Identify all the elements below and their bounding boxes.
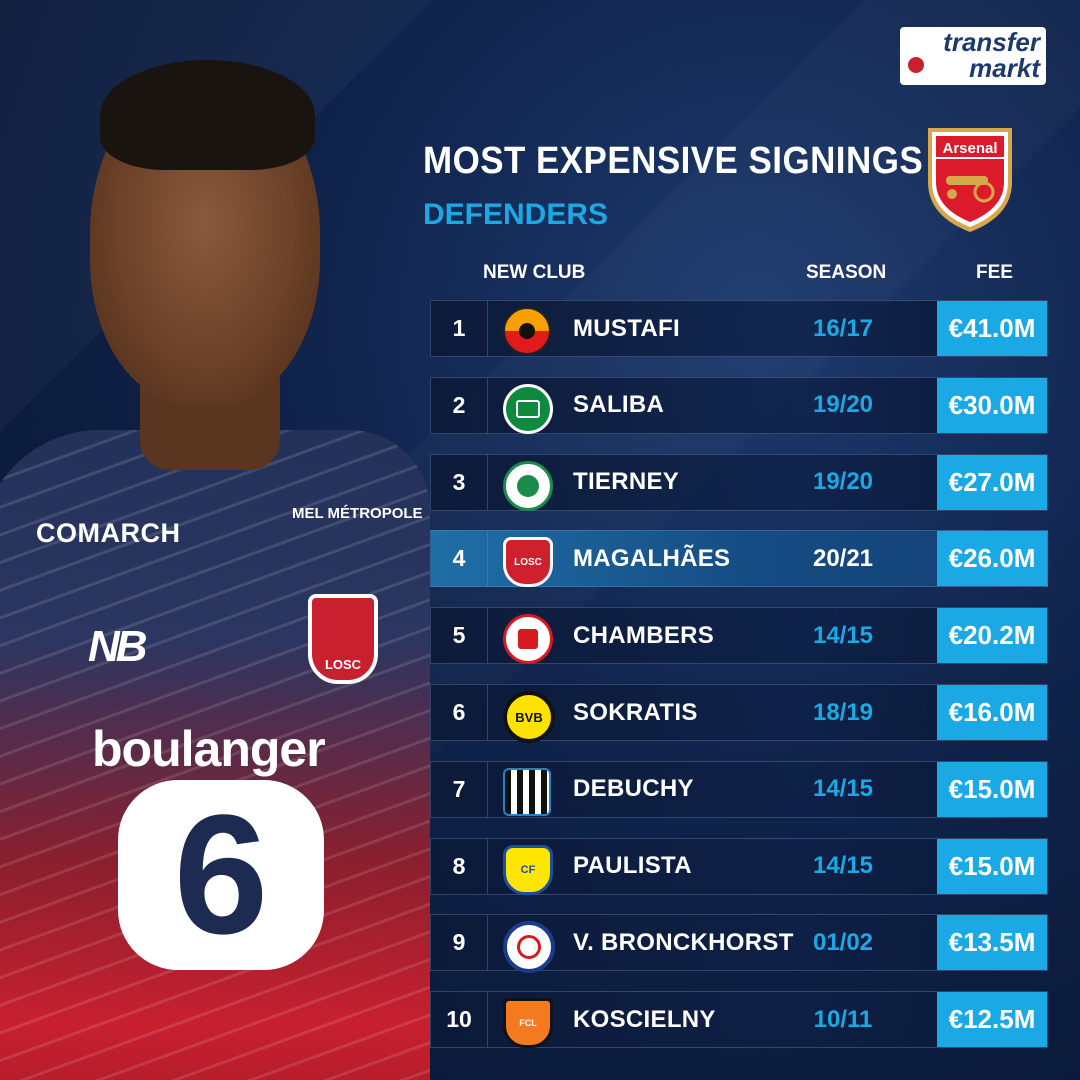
- season-value: 19/20: [812, 391, 874, 419]
- season-value: 19/20: [812, 468, 874, 496]
- fee-value: €15.0M: [937, 838, 1047, 894]
- logo-line2: markt: [969, 53, 1040, 83]
- player-name: TIERNEY: [573, 468, 680, 496]
- southampton-crest-icon: [503, 614, 553, 665]
- lille-crest-icon: LOSC: [503, 537, 553, 588]
- column-header-season: SEASON: [806, 262, 887, 283]
- dortmund-crest-icon: BVB: [503, 691, 555, 743]
- celtic-crest-icon: [503, 460, 553, 511]
- shirt-crest-text: LOSC: [324, 657, 362, 672]
- column-header-fee: FEE: [976, 262, 1013, 283]
- table-row: 2 SALIBA 19/20 €30.0M: [430, 376, 1048, 434]
- table-row: 3 TIERNEY 19/20 €27.0M: [430, 453, 1048, 511]
- arsenal-crest-label: Arsenal: [942, 140, 997, 157]
- shirt-number-value: 6: [173, 780, 269, 970]
- row-rank: 6: [431, 685, 488, 740]
- shirt-sponsor-metropole: MEL MÉTROPOLE: [292, 505, 423, 522]
- season-value: 10/11: [813, 1005, 873, 1033]
- fee-value: €27.0M: [937, 454, 1047, 510]
- table-row-highlighted: 4 LOSC MAGALHÃES 20/21 €26.0M: [430, 530, 1048, 588]
- row-rank: 7: [431, 761, 488, 817]
- row-rank: 1: [431, 301, 488, 356]
- transfermarkt-logo: transfer markt: [900, 27, 1046, 85]
- row-rank: 10: [431, 992, 488, 1048]
- season-value: 14/15: [812, 775, 874, 803]
- table-row: 7 DEBUCHY 14/15 €15.0M: [430, 760, 1048, 818]
- column-header-club: NEW CLUB: [483, 262, 586, 283]
- fee-value: €26.0M: [937, 531, 1047, 587]
- season-value: 20/21: [812, 544, 874, 572]
- player-name: PAULISTA: [573, 852, 692, 880]
- arsenal-crest-icon: Arsenal: [928, 128, 1012, 232]
- table-row: 1 MUSTAFI 16/17 €41.0M: [430, 300, 1048, 357]
- fee-value: €20.2M: [937, 608, 1047, 664]
- row-rank: 9: [431, 915, 488, 971]
- player-name: SALIBA: [573, 391, 665, 419]
- fee-value: €12.5M: [937, 992, 1047, 1048]
- fee-value: €15.0M: [937, 761, 1047, 817]
- player-name: MUSTAFI: [573, 314, 680, 342]
- table-row: 5 CHAMBERS 14/15 €20.2M: [430, 607, 1048, 665]
- villarreal-crest-icon: CF: [503, 844, 553, 895]
- ball-icon: [908, 57, 924, 73]
- table-row: 6 BVB SOKRATIS 18/19 €16.0M: [430, 684, 1048, 743]
- player-name: KOSCIELNY: [573, 1005, 716, 1033]
- rangers-crest-icon: [503, 921, 555, 974]
- fee-value: €41.0M: [937, 301, 1047, 356]
- fee-value: €16.0M: [937, 685, 1047, 740]
- shirt-crest-icon: LOSC: [308, 594, 378, 684]
- player-name: SOKRATIS: [573, 698, 698, 726]
- row-rank: 4: [431, 531, 488, 587]
- table-row: 10 FCL KOSCIELNY 10/11 €12.5M: [430, 991, 1048, 1049]
- row-rank: 5: [431, 608, 488, 664]
- newcastle-crest-icon: [503, 767, 551, 816]
- season-value: 01/02: [812, 928, 874, 956]
- season-value: 18/19: [812, 698, 874, 726]
- row-rank: 8: [431, 838, 488, 894]
- fee-value: €13.5M: [937, 915, 1047, 971]
- player-shirt: [0, 430, 430, 1080]
- row-rank: 2: [431, 377, 488, 433]
- player-photo: [0, 40, 430, 1080]
- valencia-crest-icon: [503, 307, 551, 355]
- new-balance-logo-icon: NB: [88, 622, 148, 671]
- shirt-sponsor-comarch: COMARCH: [36, 518, 181, 548]
- page-subtitle: DEFENDERS: [423, 198, 609, 231]
- row-rank: 3: [431, 454, 488, 510]
- season-value: 14/15: [812, 621, 874, 649]
- player-name: V. BRONCKHORST: [573, 928, 794, 956]
- table-row: 9 V. BRONCKHORST 01/02 €13.5M: [430, 914, 1048, 974]
- page-title: MOST EXPENSIVE SIGNINGS: [423, 140, 924, 182]
- shirt-sponsor-boulanger: boulanger: [92, 721, 326, 777]
- shirt-number: 6: [118, 780, 324, 970]
- season-value: 14/15: [812, 852, 874, 880]
- player-name: CHAMBERS: [573, 621, 715, 649]
- logo-line1: transfer: [943, 27, 1040, 57]
- player-hair: [100, 60, 315, 170]
- saint-etienne-crest-icon: [503, 383, 553, 434]
- lorient-crest-icon: FCL: [503, 998, 553, 1049]
- fee-value: €30.0M: [937, 377, 1047, 433]
- player-name: DEBUCHY: [573, 775, 694, 803]
- player-name: MAGALHÃES: [573, 544, 731, 572]
- season-value: 16/17: [812, 314, 874, 342]
- table-row: 8 CF PAULISTA 14/15 €15.0M: [430, 837, 1048, 895]
